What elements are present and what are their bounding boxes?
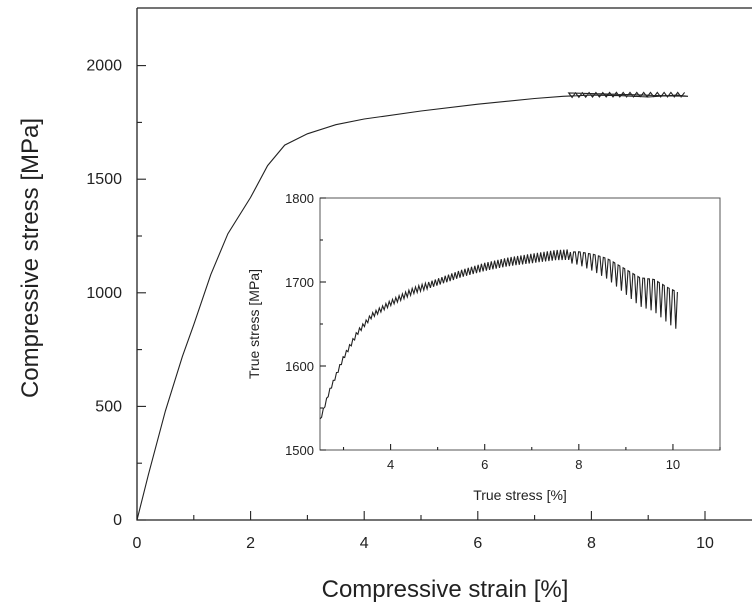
main-x-tick-label: 6 [473,535,482,552]
main-series-line [136,91,689,521]
main-y-axis-title: Compressive stress [MPa] [17,118,44,398]
inset-frame [319,197,721,451]
inset-series-line [319,249,678,420]
main-x-tick-label: 0 [133,535,142,552]
main-x-tick-label: 8 [587,535,596,552]
inset-x-tick-label: 10 [666,457,680,472]
inset-y-tick-label: 1700 [285,275,314,290]
main-tick-labels: 0 2 4 6 8 10 0 500 1000 1500 2000 [86,58,714,552]
main-y-tick-label: 2000 [86,58,122,75]
inset-tick-labels: 4 6 8 10 1500 1600 1700 1800 [285,191,680,472]
inset-y-tick-label: 1500 [285,443,314,458]
main-y-tick-label: 500 [95,398,122,415]
main-y-tick-label: 0 [113,512,122,529]
inset-x-tick-label: 8 [575,457,582,472]
inset-y-tick-label: 1800 [285,191,314,206]
inset-plot: 4 6 8 10 1500 1600 1700 1800 True stress [%] Tr… [246,191,721,503]
inset-x-axis-title: True stress [%] [473,487,567,503]
main-x-tick-label: 2 [246,535,255,552]
main-y-tick-label: 1500 [86,171,122,188]
inset-x-tick-label: 6 [481,457,488,472]
main-x-tick-label: 10 [696,535,714,552]
inset-y-tick-label: 1600 [285,359,314,374]
main-y-tick-label: 1000 [86,285,122,302]
inset-x-tick-label: 4 [387,457,394,472]
main-x-axis-title: Compressive strain [%] [322,576,569,603]
main-ticks [136,65,706,521]
inset-y-axis-title: True stress [MPa] [246,269,262,379]
inset-ticks [320,197,721,451]
main-x-tick-label: 4 [360,535,369,552]
